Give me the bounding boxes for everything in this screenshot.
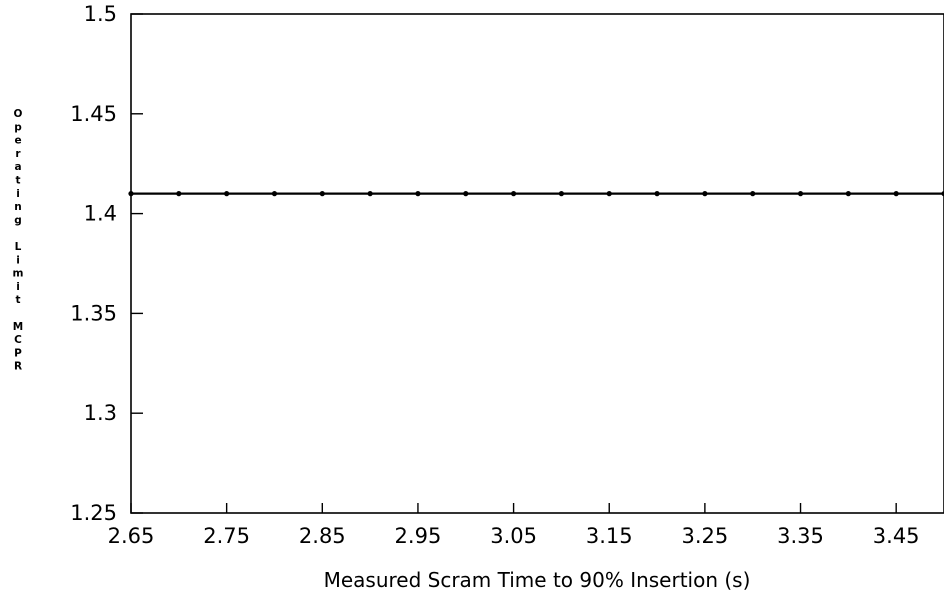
y-tick-label: 1.4	[84, 202, 117, 226]
x-tick-label: 2.75	[203, 524, 250, 548]
x-tick-label: 3.15	[586, 524, 633, 548]
data-point	[750, 191, 756, 197]
data-point	[702, 191, 708, 197]
y-axis: 1.5 1.45 1.4 1.35 1.3 1.25	[70, 2, 143, 525]
data-point	[128, 191, 134, 197]
data-point	[558, 191, 565, 197]
y-tick-label: 1.35	[70, 301, 117, 325]
y-axis-title-char: r	[15, 148, 21, 160]
y-tick-label: 1.5	[84, 2, 117, 26]
y-axis-title-char: p	[14, 121, 22, 133]
x-tick-label: 3.45	[873, 524, 920, 548]
x-tick-label: 2.95	[395, 524, 442, 548]
x-tick-label: 3.05	[490, 524, 537, 548]
y-axis-title-char: M	[13, 321, 23, 333]
y-tick-label: 1.3	[84, 401, 117, 425]
y-axis-title-char: i	[16, 188, 20, 200]
y-tick-label: 1.25	[70, 501, 117, 525]
y-axis-title-char: n	[14, 201, 21, 213]
data-point	[415, 191, 421, 197]
data-point	[176, 191, 182, 197]
y-axis-title-char: i	[16, 254, 20, 266]
data-point	[654, 191, 660, 197]
y-axis-title-char: O	[14, 108, 23, 120]
y-axis-title-char: t	[15, 175, 20, 187]
data-point	[463, 191, 469, 197]
y-axis-title-char: R	[14, 361, 22, 373]
y-tick-label: 1.45	[70, 102, 117, 126]
data-point	[224, 191, 230, 197]
y-axis-title-char: i	[16, 281, 20, 293]
x-tick-label: 3.35	[777, 524, 824, 548]
data-point	[845, 191, 851, 197]
y-axis-title-char: a	[14, 161, 21, 173]
data-point	[510, 191, 517, 197]
y-axis-title-char: t	[15, 294, 20, 306]
data-point	[319, 191, 325, 197]
series-layer	[128, 191, 944, 197]
x-tick-label: 2.65	[108, 524, 155, 548]
data-point	[941, 191, 944, 197]
y-axis-title-char: L	[15, 241, 22, 253]
data-point	[893, 191, 899, 197]
y-axis-title-char: m	[13, 268, 24, 280]
y-axis-title-char: C	[14, 334, 22, 346]
x-tick-label: 2.85	[299, 524, 346, 548]
x-axis: 2.65 2.75 2.85 2.95 3.05 3.15 3.25 3.35 3.45	[108, 503, 920, 548]
y-axis-title-char: P	[14, 347, 22, 359]
plot-frame	[130, 13, 944, 514]
data-point	[797, 191, 804, 197]
y-axis-title-char: g	[14, 214, 22, 226]
y-axis-title-char: e	[14, 135, 21, 147]
x-axis-title: Measured Scram Time to 90% Insertion (s)	[324, 568, 751, 592]
data-point	[367, 191, 373, 197]
data-point	[271, 191, 278, 197]
x-tick-label: 3.25	[681, 524, 728, 548]
data-point	[606, 191, 612, 197]
